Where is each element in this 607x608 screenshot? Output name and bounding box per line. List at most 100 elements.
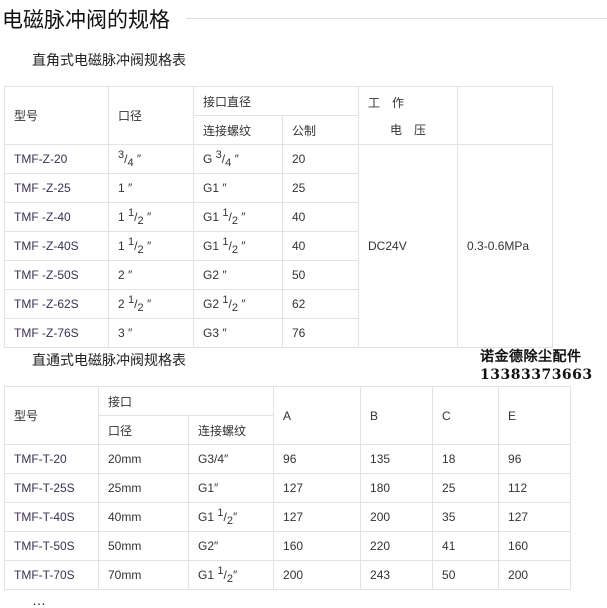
bore-cell: 20mm — [98, 444, 189, 474]
text-part: ″ — [232, 510, 238, 524]
dim-a-cell: 200 — [273, 560, 362, 590]
fraction-denominator: 2 — [226, 573, 233, 585]
text-part: 1 — [118, 210, 129, 224]
dim-c-cell: 25 — [432, 473, 500, 503]
metric-cell: 76 — [281, 318, 360, 348]
fraction-slash: / — [228, 239, 232, 253]
bore-cell: 2 ″ — [108, 260, 194, 290]
model-cell: TMF-T-25S — [4, 473, 99, 503]
fraction-denominator: 2 — [226, 515, 233, 527]
fraction-denominator: 2 — [137, 302, 144, 314]
text-part: G — [203, 152, 216, 166]
text-part: ″ — [237, 210, 246, 224]
thread-cell: G1″ — [187, 473, 275, 503]
model-cell: TMF-Z-20 — [4, 144, 109, 174]
header-bore: 口径 — [108, 86, 194, 145]
dim-c-cell: 18 — [432, 444, 500, 474]
table-row: TMF-T-50S 50mm G2″ 160 220 41 160 — [4, 531, 572, 561]
dim-b-cell: 220 — [360, 531, 434, 561]
model-cell: TMF -Z-40S — [4, 231, 109, 261]
bore-cell: 1 ″ — [108, 173, 194, 203]
text-part: G2″ — [198, 539, 219, 553]
fraction-numerator: 1 — [222, 207, 229, 219]
metric-cell: 40 — [281, 202, 360, 232]
pressure-cell: 0.3-0.6MPa — [457, 144, 554, 348]
dim-b-cell: 180 — [360, 473, 434, 503]
text-part: G1 — [203, 239, 223, 253]
bore-cell: 3 ″ — [108, 318, 194, 348]
dim-a-cell: 127 — [273, 502, 362, 532]
text-part: 1 ″ — [118, 181, 133, 195]
fraction-denominator: 2 — [137, 215, 144, 227]
fraction-denominator: 4 — [127, 157, 134, 169]
header-bore: 口径 — [98, 415, 189, 445]
text-part: ″ — [231, 152, 239, 166]
header-metric: 公制 — [281, 115, 360, 145]
model-cell: TMF -Z-40 — [4, 202, 109, 232]
dim-e-cell: 112 — [498, 473, 572, 503]
fraction-slash: / — [134, 239, 138, 253]
fraction-numerator: 1 — [128, 207, 135, 219]
dim-b-cell: 200 — [360, 502, 434, 532]
table2-caption: 直通式电磁脉冲阀规格表 — [32, 352, 186, 368]
header-b: B — [360, 386, 434, 445]
text-part: G1 ″ — [203, 181, 227, 195]
table-row: TMF -Z-76S 3 ″ G3 ″ 76 — [4, 318, 553, 348]
text-part: ″ — [143, 239, 152, 253]
text-part: ″ — [143, 297, 152, 311]
model-cell: TMF-T-70S — [4, 560, 99, 590]
bore-cell: 2 1/2 ″ — [108, 289, 194, 319]
fraction-numerator: 1 — [222, 236, 229, 248]
dim-a-cell: 160 — [273, 531, 362, 561]
dim-a-cell: 127 — [273, 473, 362, 503]
model-cell: TMF -Z-76S — [4, 318, 109, 348]
fraction-slash: / — [223, 510, 227, 524]
table-row: TMF -Z-40S 1 1/2 ″ G1 1/2 ″ 40 — [4, 231, 553, 261]
text-part: G2 ″ — [203, 268, 227, 282]
text-part: G1″ — [198, 481, 219, 495]
page-title: 电磁脉冲阀的规格 — [2, 9, 170, 32]
fraction-slash: / — [134, 210, 138, 224]
thread-cell: G2 1/2 ″ — [193, 289, 283, 319]
fraction-numerator: 1 — [217, 565, 224, 577]
header-thread: 连接螺纹 — [193, 115, 283, 145]
watermark: 诺金德除尘配件 13383373663 — [480, 348, 593, 384]
model-cell: TMF-T-50S — [4, 531, 99, 561]
model-cell: TMF -Z-25 — [4, 173, 109, 203]
header-e: E — [498, 386, 572, 445]
fraction-denominator: 2 — [231, 215, 238, 227]
fraction-numerator: 3 — [118, 149, 125, 161]
bore-cell: 1 1/2 ″ — [108, 202, 194, 232]
bore-cell: 50mm — [98, 531, 189, 561]
header-voltage-line1: 工 作 — [368, 95, 405, 110]
text-part: 2 ″ — [118, 268, 133, 282]
text-part: ″ — [232, 568, 238, 582]
fraction-denominator: 2 — [137, 244, 144, 256]
text-part: G3 ″ — [203, 326, 227, 340]
header-port: 接口直径 — [192, 86, 360, 116]
table1-caption: 直角式电磁脉冲阀规格表 — [32, 52, 186, 68]
dim-c-cell: 41 — [432, 531, 500, 561]
fraction-denominator: 4 — [225, 157, 232, 169]
right-angle-valve-spec-table: 型号 口径 接口直径 工 作电 压 连接螺纹 公制 TMF-Z-20 3/4 ″ G… — [4, 86, 554, 348]
text-part: G2 — [203, 297, 223, 311]
fraction-numerator: 1 — [128, 236, 135, 248]
header-voltage-line2: 电 压 — [390, 122, 427, 137]
fraction-numerator: 3 — [215, 149, 222, 161]
watermark-phone: 13383373663 — [480, 367, 593, 383]
text-part: G3/4″ — [198, 452, 229, 466]
text-part: G1 — [203, 210, 223, 224]
fraction-slash: / — [134, 297, 138, 311]
dim-e-cell: 96 — [498, 444, 572, 474]
table-row: TMF-Z-20 3/4 ″ G 3/4 ″ 20 DC24V 0.3-0.6MPa — [4, 144, 554, 348]
dim-e-cell: 200 — [498, 560, 572, 590]
thread-cell: G 3/4 ″ — [193, 144, 283, 174]
model-cell: TMF -Z-62S — [4, 289, 109, 319]
model-cell: TMF-T-20 — [4, 444, 99, 474]
title-divider — [186, 18, 607, 19]
bore-cell: 40mm — [98, 502, 189, 532]
thread-cell: G1 ″ — [193, 173, 283, 203]
dim-e-cell: 160 — [498, 531, 572, 561]
thread-cell: G3/4″ — [187, 444, 275, 474]
straight-valve-spec-table: 型号 接口 A B C E 口径 连接螺纹 TMF-T-20 20mm G3/4″ 9… — [4, 386, 572, 590]
